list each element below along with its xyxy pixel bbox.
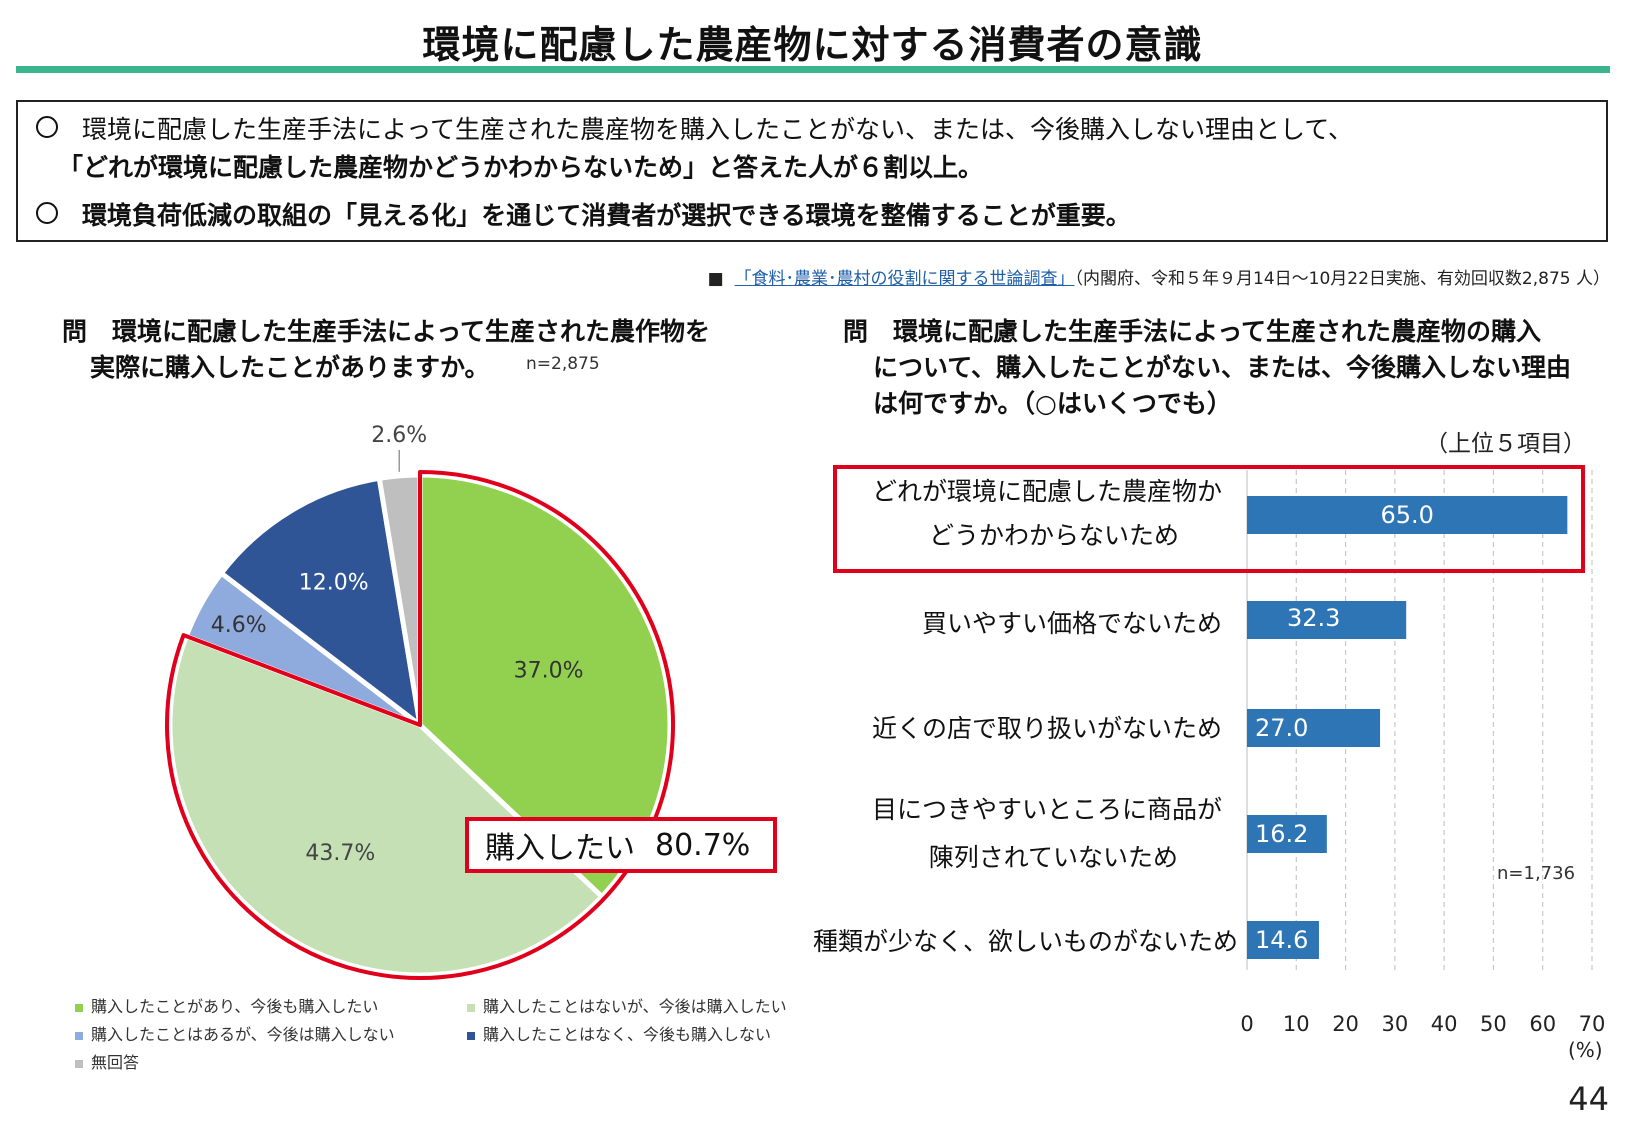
bar-category-5: 種類が少なく、欲しいものがないため <box>813 922 1238 958</box>
pie-chart: 37.0% 43.7% 4.6% 12.0% 2.6% <box>0 400 800 1000</box>
callout-label: 購入したい <box>485 823 635 867</box>
bar-x-tick-label: 60 <box>1523 1012 1563 1036</box>
legend-label: 購入したことはないが、今後は購入したい <box>483 997 787 1016</box>
pie-label-1: 37.0% <box>514 659 584 684</box>
bar-value-label-2: 32.3 <box>1287 604 1340 632</box>
bar-category-2: 買いやすい価格でないため <box>922 604 1222 640</box>
legend-item-3: 購入したことはあるが、今後は購入しない <box>75 1021 395 1045</box>
legend-swatch <box>467 1032 475 1040</box>
legend-label: 購入したことがあり、今後も購入したい <box>91 997 378 1016</box>
right-question-line-3: は何ですか。（○はいくつでも） <box>873 384 1232 420</box>
bar-category-1-line-2: どうかわからないため <box>929 516 1179 552</box>
summary-line-1: 環境に配慮した生産手法によって生産された農産物を購入したことがない、または、今後… <box>82 110 1353 146</box>
bar-category-4-line-2: 陳列されていないため <box>929 838 1178 874</box>
left-question-line-2: 実際に購入したことがありますか。 <box>90 348 490 384</box>
bar-x-tick-label: 30 <box>1375 1012 1415 1036</box>
summary-line-2: 「どれが環境に配慮した農産物かどうかわからないため」と答えた人が６割以上。 <box>58 148 983 184</box>
legend-swatch <box>75 1060 83 1068</box>
legend-item-1: 購入したことがあり、今後も購入したい <box>75 993 378 1017</box>
pie-label-4: 12.0% <box>299 570 369 595</box>
right-question-mark: 問 <box>843 312 868 348</box>
source-detail: （内閣府、令和５年９月14日～10月22日実施、有効回収数2,875 人） <box>1075 269 1610 289</box>
legend-label: 購入したことはなく、今後も購入しない <box>483 1025 771 1044</box>
pie-label-5: 2.6% <box>371 423 427 448</box>
square-bullet-icon: ■ <box>708 269 724 289</box>
bar-x-tick-label: 10 <box>1276 1012 1316 1036</box>
pie-label-3: 4.6% <box>211 613 267 638</box>
legend-item-2: 購入したことはないが、今後は購入したい <box>467 993 787 1017</box>
left-sample-size: n=2,875 <box>526 354 600 374</box>
circle-bullet-icon <box>36 116 58 138</box>
title-underline <box>16 66 1610 73</box>
bar-x-tick-label: 20 <box>1326 1012 1366 1036</box>
legend-item-4: 購入したことはなく、今後も購入しない <box>467 1021 771 1045</box>
bar-value-label-5: 14.6 <box>1255 926 1308 954</box>
bar-category-4-line-1: 目につきやすいところに商品が <box>872 790 1222 826</box>
legend-label: 購入したことはあるが、今後は購入しない <box>91 1025 395 1044</box>
source-citation: ■ 「食料･農業･農村の役割に関する世論調査」（内閣府、令和５年９月14日～10… <box>0 264 1610 289</box>
summary-line-3: 環境負荷低減の取組の「見える化」を通じて消費者が選択できる環境を整備することが重… <box>82 196 1131 232</box>
legend-swatch <box>75 1004 83 1012</box>
legend-item-5: 無回答 <box>75 1049 139 1073</box>
bar-x-tick-label: 0 <box>1227 1012 1267 1036</box>
callout-value: 80.7% <box>655 828 750 863</box>
right-question-line-1: 環境に配慮した生産手法によって生産された農産物の購入 <box>893 312 1541 348</box>
bar-axis-unit: (%) <box>1568 1038 1603 1062</box>
source-link[interactable]: 「食料･農業･農村の役割に関する世論調査」 <box>735 269 1075 289</box>
right-sample-size: n=1,736 <box>1497 863 1575 884</box>
summary-box: 環境に配慮した生産手法によって生産された農産物を購入したことがない、または、今後… <box>16 100 1608 242</box>
top5-note: （上位５項目） <box>1425 424 1586 458</box>
left-question-line-1: 環境に配慮した生産手法によって生産された農作物を <box>112 312 710 348</box>
left-question-mark: 問 <box>62 312 87 348</box>
page-number: 44 <box>1568 1080 1609 1118</box>
page-title: 環境に配慮した農産物に対する消費者の意識 <box>0 14 1625 69</box>
bar-category-3: 近くの店で取り扱いがないため <box>872 709 1222 745</box>
bar-value-label-4: 16.2 <box>1255 820 1308 848</box>
bar-value-label-3: 27.0 <box>1255 714 1308 742</box>
circle-bullet-icon <box>36 202 58 224</box>
legend-swatch <box>75 1032 83 1040</box>
pie-label-2: 43.7% <box>305 841 375 866</box>
legend-swatch <box>467 1004 475 1012</box>
bar-x-tick-label: 50 <box>1473 1012 1513 1036</box>
bar-x-tick-label: 70 <box>1572 1012 1612 1036</box>
bar-x-tick-label: 40 <box>1424 1012 1464 1036</box>
callout-want-to-buy: 購入したい 80.7% <box>465 817 777 873</box>
legend-label: 無回答 <box>91 1053 139 1072</box>
right-question-line-2: について、購入したことがない、または、今後購入しない理由 <box>873 348 1571 384</box>
bar-category-1-line-1: どれが環境に配慮した農産物か <box>872 472 1222 508</box>
